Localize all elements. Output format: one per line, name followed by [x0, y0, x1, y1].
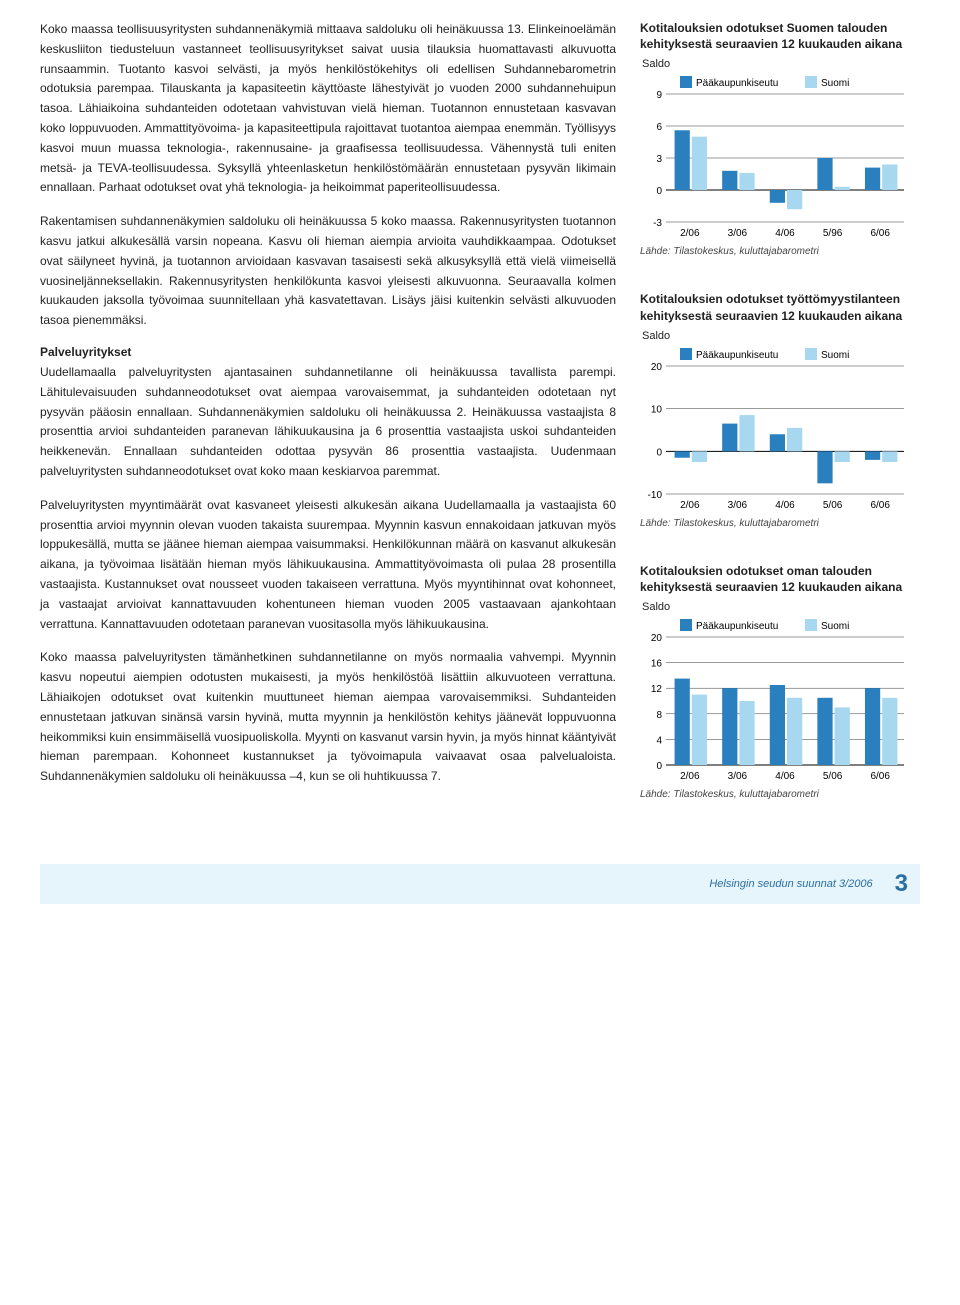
- page-number: 3: [895, 870, 908, 898]
- y-axis-label: Saldo: [642, 330, 920, 342]
- chart-unemployment: Kotitalouksien odotukset työttömyystilan…: [640, 291, 920, 528]
- svg-text:0: 0: [656, 186, 662, 197]
- footer-publication: Helsingin seudun suunnat 3/2006: [709, 878, 872, 890]
- svg-text:3/06: 3/06: [728, 771, 748, 782]
- svg-text:4/06: 4/06: [775, 500, 795, 511]
- paragraph: Koko maassa teollisuusyritysten suhdanne…: [40, 20, 616, 198]
- chart-title: Kotitalouksien odotukset Suomen talouden…: [640, 20, 920, 52]
- svg-text:6/06: 6/06: [870, 771, 890, 782]
- chart-own-economy: Kotitalouksien odotukset oman talouden k…: [640, 563, 920, 800]
- svg-text:6/06: 6/06: [870, 228, 890, 239]
- svg-text:20: 20: [651, 362, 663, 373]
- svg-text:0: 0: [656, 447, 662, 458]
- subheading-palveluyritykset: Palveluyritykset: [40, 345, 616, 359]
- y-axis-label: Saldo: [642, 601, 920, 613]
- svg-text:9: 9: [656, 90, 662, 101]
- svg-text:2/06: 2/06: [680, 228, 700, 239]
- svg-text:5/06: 5/06: [823, 500, 843, 511]
- svg-text:5/06: 5/06: [823, 771, 843, 782]
- svg-text:Pääkaupunkiseutu: Pääkaupunkiseutu: [696, 78, 778, 89]
- paragraph: Koko maassa palveluyritysten tämänhetkin…: [40, 648, 616, 787]
- svg-text:2/06: 2/06: [680, 500, 700, 511]
- svg-text:4: 4: [656, 736, 662, 747]
- svg-text:6: 6: [656, 122, 662, 133]
- svg-text:10: 10: [651, 404, 663, 415]
- svg-text:Suomi: Suomi: [821, 350, 849, 361]
- svg-text:6/06: 6/06: [870, 500, 890, 511]
- sidebar-charts: Kotitalouksien odotukset Suomen talouden…: [640, 20, 920, 834]
- svg-text:0: 0: [656, 761, 662, 772]
- chart-svg: 0 4 8 12 16 20 Pääkaupunkiseutu Suomi 2/06 3/06 4/…: [640, 615, 910, 785]
- svg-text:20: 20: [651, 633, 663, 644]
- svg-text:Suomi: Suomi: [821, 621, 849, 632]
- svg-text:2/06: 2/06: [680, 771, 700, 782]
- chart-svg: -10 0 10 20 Pääkaupunkiseutu Suomi 2/06 3/06 4/0…: [640, 344, 910, 514]
- chart-source: Lähde: Tilastokeskus, kuluttajabarometri: [640, 789, 920, 800]
- chart-svg: -3 0 3 6 9 Pääkaupunkiseutu Suomi 2/06 3/06 4/06 5…: [640, 72, 910, 242]
- chart-source: Lähde: Tilastokeskus, kuluttajabarometri: [640, 246, 920, 257]
- svg-text:5/96: 5/96: [823, 228, 843, 239]
- svg-text:3/06: 3/06: [728, 500, 748, 511]
- svg-text:Suomi: Suomi: [821, 78, 849, 89]
- chart-title: Kotitalouksien odotukset työttömyystilan…: [640, 291, 920, 323]
- svg-text:4/06: 4/06: [775, 771, 795, 782]
- paragraph: Palveluyritysten myyntimäärät ovat kasva…: [40, 496, 616, 635]
- svg-text:Pääkaupunkiseutu: Pääkaupunkiseutu: [696, 621, 778, 632]
- svg-text:8: 8: [656, 710, 662, 721]
- svg-text:3/06: 3/06: [728, 228, 748, 239]
- chart-economy: Kotitalouksien odotukset Suomen talouden…: [640, 20, 920, 257]
- paragraph: Rakentamisen suhdannenäkymien saldoluku …: [40, 212, 616, 331]
- svg-text:-3: -3: [653, 218, 662, 229]
- chart-source: Lähde: Tilastokeskus, kuluttajabarometri: [640, 518, 920, 529]
- svg-text:16: 16: [651, 659, 663, 670]
- paragraph: Uudellamaalla palveluyritysten ajantasai…: [40, 363, 616, 482]
- svg-text:Pääkaupunkiseutu: Pääkaupunkiseutu: [696, 350, 778, 361]
- page-footer: Helsingin seudun suunnat 3/2006 3: [40, 864, 920, 904]
- y-axis-label: Saldo: [642, 58, 920, 70]
- main-text-column: Koko maassa teollisuusyritysten suhdanne…: [40, 20, 616, 834]
- svg-text:3: 3: [656, 154, 662, 165]
- chart-title: Kotitalouksien odotukset oman talouden k…: [640, 563, 920, 595]
- svg-text:12: 12: [651, 684, 663, 695]
- svg-text:-10: -10: [648, 490, 663, 501]
- svg-text:4/06: 4/06: [775, 228, 795, 239]
